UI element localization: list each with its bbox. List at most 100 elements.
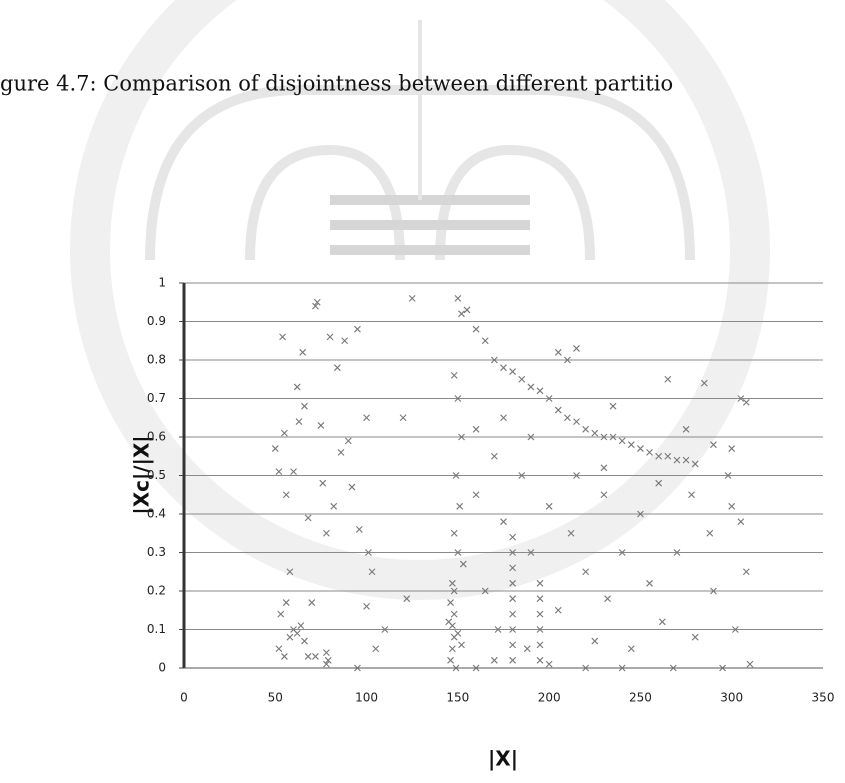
point	[618, 664, 626, 672]
point-stroke	[381, 626, 389, 633]
point	[509, 610, 517, 618]
point-stroke	[363, 414, 370, 422]
point	[536, 641, 544, 649]
y-tick-label: 1	[158, 276, 166, 290]
y-tick-label: 0.7	[147, 391, 166, 405]
point-stroke	[494, 626, 502, 633]
point	[600, 491, 608, 499]
point	[545, 395, 553, 402]
point	[554, 406, 562, 414]
point	[691, 460, 699, 468]
point-stroke	[637, 445, 644, 452]
x-tick-label: 150	[446, 691, 469, 705]
point	[490, 452, 498, 460]
point	[536, 626, 544, 633]
point-stroke	[319, 479, 327, 487]
point-stroke	[518, 472, 526, 479]
point	[494, 626, 502, 633]
point-stroke	[341, 337, 349, 345]
point	[297, 622, 305, 630]
point-stroke	[682, 456, 690, 464]
point-stroke	[545, 660, 553, 668]
point	[458, 433, 465, 441]
point	[381, 626, 389, 633]
point-stroke	[293, 629, 301, 637]
point-stroke	[669, 664, 677, 672]
point-stroke	[655, 452, 663, 460]
point-stroke	[368, 568, 376, 576]
point-stroke	[564, 414, 571, 422]
point	[333, 364, 341, 372]
y-tick-label: 0.5	[147, 468, 166, 482]
point-stroke	[742, 398, 750, 406]
point	[536, 610, 544, 618]
point-stroke	[448, 622, 456, 630]
point-stroke	[452, 664, 460, 672]
x-tick-label: 350	[812, 691, 835, 705]
point-stroke	[706, 529, 714, 537]
point	[591, 429, 599, 437]
caption: gure 4.7: Comparison of disjointness bet…	[0, 72, 673, 96]
point-stroke	[509, 533, 517, 541]
point	[450, 610, 458, 618]
x-tick-label: 250	[629, 691, 652, 705]
point-stroke	[275, 468, 283, 476]
point	[500, 414, 507, 422]
point	[600, 464, 608, 472]
point	[348, 483, 356, 491]
point-stroke	[450, 372, 458, 379]
point	[463, 306, 471, 314]
point-stroke	[637, 510, 644, 518]
point	[627, 441, 635, 449]
x-tick-label: 100	[355, 691, 378, 705]
point-stroke	[536, 656, 544, 664]
point-stroke	[573, 472, 580, 479]
point-stroke	[344, 437, 352, 445]
point	[344, 437, 352, 445]
point-stroke	[304, 514, 312, 522]
point	[447, 656, 454, 664]
point	[600, 433, 608, 441]
point	[452, 472, 460, 479]
point-stroke	[459, 560, 467, 568]
point-stroke	[281, 429, 288, 437]
point	[746, 660, 754, 668]
point-stroke	[618, 437, 626, 445]
point	[573, 418, 580, 425]
point-stroke	[682, 425, 690, 433]
point	[518, 472, 526, 479]
point-stroke	[448, 579, 456, 587]
point-stroke	[536, 641, 544, 649]
point	[472, 664, 480, 672]
point	[500, 364, 507, 372]
point	[448, 579, 456, 587]
point-stroke	[295, 418, 303, 425]
point	[591, 637, 599, 645]
point-stroke	[458, 310, 465, 318]
point-stroke	[354, 664, 361, 672]
point-stroke	[282, 491, 290, 499]
point	[573, 472, 580, 479]
point	[527, 549, 535, 556]
point	[448, 645, 456, 653]
point-stroke	[618, 664, 626, 672]
point	[536, 595, 544, 603]
point	[582, 425, 590, 433]
point-stroke	[312, 302, 319, 310]
y-axis-label: |Xc|/|X|	[130, 435, 154, 514]
point	[609, 433, 617, 441]
point-stroke	[523, 645, 531, 653]
point	[459, 560, 467, 568]
point	[646, 449, 653, 456]
point	[509, 549, 517, 556]
point-stroke	[609, 433, 617, 441]
point-stroke	[536, 610, 544, 618]
point-stroke	[326, 333, 334, 341]
point	[554, 348, 562, 356]
point	[737, 518, 745, 526]
point	[295, 418, 303, 425]
point-stroke	[582, 568, 590, 576]
point-stroke	[554, 406, 562, 414]
point-stroke	[445, 618, 453, 626]
point-stroke	[536, 595, 544, 603]
